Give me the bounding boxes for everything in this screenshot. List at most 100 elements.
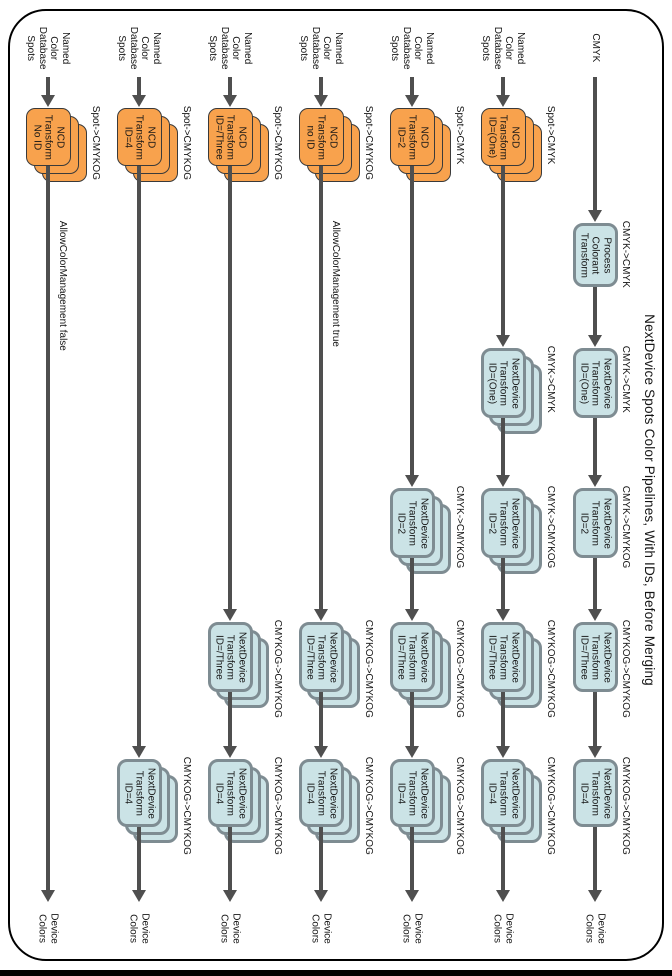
io-label: CMYKOG->CMYKOG xyxy=(180,756,192,856)
flow-arrow-head xyxy=(496,746,510,758)
flow-arrow xyxy=(501,166,505,336)
flow-arrow-head xyxy=(132,890,146,902)
transform-box-label: NextDevice Transform ID=4 xyxy=(122,767,157,819)
io-label: CMYKOG->CMYKOG xyxy=(544,756,556,856)
transform-box-label: NextDevice Transform ID=/Three xyxy=(486,631,521,683)
flow-arrow-head xyxy=(223,746,237,758)
sink-label: Device Colors xyxy=(37,913,60,945)
transform-box xyxy=(116,108,162,166)
diagram-title: NextDevice Spots Color Pipelines, With I… xyxy=(642,314,657,686)
io-label: CMYKOG->CMYKOG xyxy=(271,756,283,856)
transform-box xyxy=(389,488,435,558)
flow-arrow xyxy=(46,77,50,96)
flow-arrow-head xyxy=(496,475,510,487)
transform-box xyxy=(480,622,526,692)
flow-arrow xyxy=(501,558,505,610)
flow-arrow xyxy=(319,827,323,891)
transform-box-label: NextDevice Transform ID=(One) xyxy=(486,357,521,409)
source-label: Named Color Database Spots xyxy=(25,26,72,70)
sink-label: Device Colors xyxy=(128,913,151,945)
flow-arrow xyxy=(410,827,414,891)
transform-box xyxy=(572,622,618,692)
flow-arrow xyxy=(501,77,505,96)
transform-box xyxy=(389,759,435,827)
sink-label: Device Colors xyxy=(219,913,242,945)
io-label: CMYKOG->CMYKOG xyxy=(453,756,465,856)
transform-box-label: NCD Transform No ID xyxy=(31,114,66,160)
flow-arrow xyxy=(137,166,141,747)
transform-box xyxy=(480,348,526,418)
page-edge-strip xyxy=(0,970,672,976)
transform-box-label: Process Colorant Transform xyxy=(578,232,613,278)
page-border xyxy=(8,9,664,961)
io-label: Spot->CMYKOG xyxy=(271,105,283,181)
flow-arrow xyxy=(228,166,232,610)
flow-arrow-head xyxy=(588,890,602,902)
transform-box-label: NextDevice Transform ID=/Three xyxy=(304,631,339,683)
flow-arrow xyxy=(593,827,597,891)
transform-box-label: NextDevice Transform ID=2 xyxy=(486,497,521,549)
io-label: CMYKOG->CMYKOG xyxy=(362,619,374,719)
flow-arrow-head xyxy=(132,746,146,758)
transform-box-label: NextDevice Transform ID=4 xyxy=(486,767,521,819)
transform-box-label: NextDevice Transform ID=2 xyxy=(395,497,430,549)
io-label: CMYKOG->CMYKOG xyxy=(271,619,283,719)
flow-arrow-head xyxy=(588,609,602,621)
io-label: Spot->CMYK xyxy=(453,105,465,165)
transform-box xyxy=(389,622,435,692)
transform-box xyxy=(298,759,344,827)
sink-label: Device Colors xyxy=(492,913,515,945)
flow-arrow xyxy=(501,827,505,891)
transform-box xyxy=(480,488,526,558)
transform-box-label: NextDevice Transform ID=2 xyxy=(578,497,613,549)
flow-arrow xyxy=(410,77,414,96)
transform-box xyxy=(480,108,526,166)
io-label: CMYKOG->CMYKOG xyxy=(544,619,556,719)
pipeline-note: AllowColorManagement false xyxy=(56,220,68,352)
transform-box xyxy=(389,108,435,166)
flow-arrow xyxy=(137,827,141,891)
flow-arrow xyxy=(410,166,414,476)
io-label: CMYKOG->CMYKOG xyxy=(453,619,465,719)
io-label: Spot->CMYKOG xyxy=(180,105,192,181)
io-label: CMYK->CMYK xyxy=(544,345,556,413)
transform-box xyxy=(298,108,344,166)
source-label: Named Color Database Spots xyxy=(207,26,254,70)
transform-box-label: NextDevice Transform ID=/Three xyxy=(578,631,613,683)
io-label: CMYK->CMYKOG xyxy=(544,485,556,569)
flow-arrow-head xyxy=(496,890,510,902)
flow-arrow-head xyxy=(314,890,328,902)
flow-arrow-head xyxy=(405,746,419,758)
transform-box xyxy=(572,348,618,418)
flow-arrow-head xyxy=(314,95,328,107)
flow-arrow-head xyxy=(405,95,419,107)
flow-arrow xyxy=(228,77,232,96)
io-label: CMYK->CMYKOG xyxy=(453,485,465,569)
flow-arrow-head xyxy=(223,95,237,107)
transform-box xyxy=(25,108,71,166)
transform-box xyxy=(116,759,162,827)
flow-arrow xyxy=(410,692,414,747)
flow-arrow-head xyxy=(496,335,510,347)
transform-box-label: NCD Transform ID=4 xyxy=(122,114,157,160)
flow-arrow-head xyxy=(132,95,146,107)
pipeline-note: AllowColorManagement true xyxy=(329,220,341,348)
transform-box xyxy=(572,759,618,827)
flow-arrow-head xyxy=(588,475,602,487)
flow-arrow xyxy=(501,418,505,476)
io-label: CMYK->CMYKOG xyxy=(619,485,631,569)
flow-arrow xyxy=(593,418,597,476)
flow-arrow xyxy=(46,166,50,891)
transform-box xyxy=(480,759,526,827)
flow-arrow xyxy=(319,77,323,96)
transform-box-label: NextDevice Transform ID=4 xyxy=(395,767,430,819)
flow-arrow xyxy=(319,166,323,610)
flow-arrow-head xyxy=(314,609,328,621)
flow-arrow-head xyxy=(588,335,602,347)
sink-label: Device Colors xyxy=(401,913,424,945)
flow-arrow xyxy=(593,558,597,610)
sink-label: Device Colors xyxy=(310,913,333,945)
source-label: Named Color Database Spots xyxy=(389,26,436,70)
transform-box-label: NextDevice Transform ID=(One) xyxy=(578,357,613,409)
